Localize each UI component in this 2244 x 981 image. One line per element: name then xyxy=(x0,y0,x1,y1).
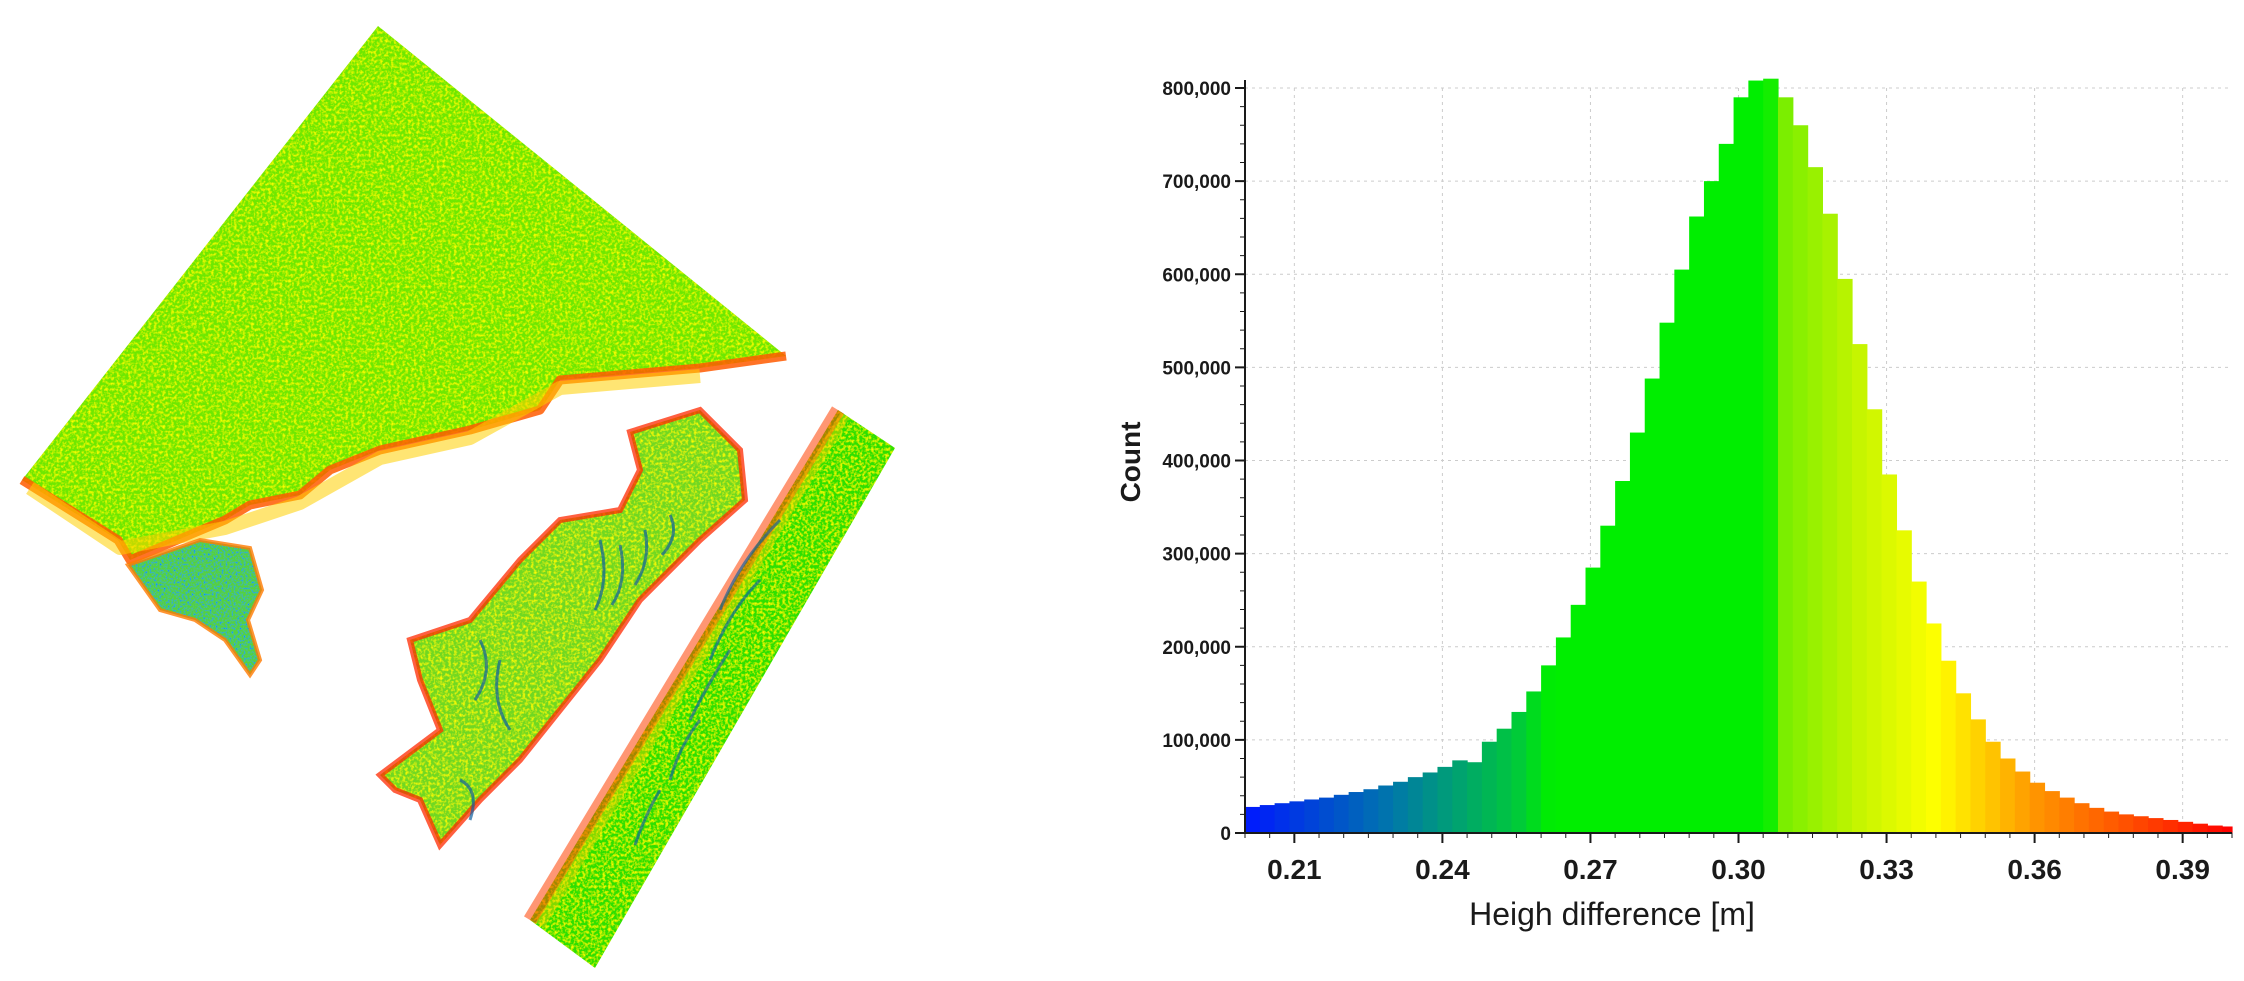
histogram-bar xyxy=(1585,567,1601,833)
histogram-bar xyxy=(1763,78,1779,833)
y-tick-label: 700,000 xyxy=(1162,172,1231,193)
histogram-bar xyxy=(1407,777,1424,833)
map-small-island xyxy=(128,540,262,675)
histogram-bar xyxy=(1644,378,1661,833)
map-upper-tile xyxy=(22,26,786,560)
histogram-bar xyxy=(2014,771,2031,833)
histogram-bar xyxy=(1319,797,1335,833)
histogram-bar xyxy=(2088,807,2105,833)
histogram-bar xyxy=(1615,480,1631,833)
map-middle-island-contours xyxy=(459,514,676,821)
histogram-bar xyxy=(1807,167,1823,833)
histogram-bar xyxy=(1718,143,1735,833)
histogram-bar xyxy=(1452,760,1468,833)
y-tick-label: 100,000 xyxy=(1162,731,1231,752)
histogram-bar xyxy=(1837,278,1853,833)
map-upper-tile-edge xyxy=(19,351,787,565)
histogram-bar xyxy=(1363,789,1379,833)
y-tick-label: 0 xyxy=(1220,824,1231,845)
histogram-bar xyxy=(2148,818,2164,833)
height-difference-map xyxy=(19,26,895,968)
x-tick-label: 0.30 xyxy=(1711,854,1766,885)
map-middle-island xyxy=(380,410,745,845)
histogram-bar xyxy=(2074,803,2090,833)
histogram-bar xyxy=(1866,409,1883,833)
y-tick-label: 400,000 xyxy=(1162,452,1231,473)
histogram-bar xyxy=(1274,803,1291,833)
histogram-bar xyxy=(2000,758,2016,833)
histogram-bar xyxy=(1511,711,1527,833)
y-tick-label: 300,000 xyxy=(1162,545,1231,566)
histogram-bar xyxy=(1792,125,1809,833)
histogram-bar xyxy=(1289,801,1305,833)
histogram-bar xyxy=(1259,805,1276,833)
histogram-bar xyxy=(1378,785,1394,833)
histogram-bar xyxy=(1733,97,1749,833)
histogram-bar xyxy=(1896,530,1912,833)
histogram-bar xyxy=(2059,797,2075,833)
histogram-bar xyxy=(1348,792,1365,833)
x-tick-label: 0.24 xyxy=(1415,854,1470,885)
x-axis-title: Heigh difference [m] xyxy=(1469,896,1755,932)
histogram-bar xyxy=(1940,660,1957,833)
axes xyxy=(1235,80,2233,843)
x-tick-label: 0.36 xyxy=(2007,854,2062,885)
histogram-bar xyxy=(1970,719,1986,833)
histogram-bar xyxy=(1674,269,1690,833)
histogram-bar xyxy=(1926,623,1942,833)
histogram-bar xyxy=(1555,637,1572,833)
map-right-strip xyxy=(530,410,895,968)
histogram-bar xyxy=(1393,781,1409,833)
x-tick-label: 0.33 xyxy=(1859,854,1914,885)
y-tick-label: 800,000 xyxy=(1162,79,1231,100)
x-tick-label: 0.21 xyxy=(1267,854,1322,885)
histogram-bar xyxy=(1570,604,1587,833)
histogram-bar xyxy=(1467,762,1483,833)
y-tick-label: 600,000 xyxy=(1162,265,1231,286)
histogram-bar xyxy=(1985,741,2001,833)
histogram-bar xyxy=(1822,213,1838,833)
histogram-bars xyxy=(1245,78,2233,834)
histogram-bar xyxy=(1703,181,1720,833)
y-tick-labels: 0 100,000 200,000 300,000 400,000 500,000 600,… xyxy=(1162,79,1231,845)
y-tick-label: 500,000 xyxy=(1162,358,1231,379)
histogram-bar xyxy=(1881,474,1898,833)
histogram-bar xyxy=(2222,826,2233,833)
histogram-bar xyxy=(1600,525,1616,833)
histogram-bar xyxy=(1422,772,1439,833)
histogram-bar xyxy=(1852,344,1868,833)
histogram-bar xyxy=(1526,691,1542,833)
histogram-bar xyxy=(1911,581,1927,833)
histogram-bar xyxy=(1777,97,1794,833)
histogram-bar xyxy=(1333,794,1350,833)
x-tick-labels: 0.21 0.24 0.27 0.30 0.33 0.36 0.39 xyxy=(1267,854,2210,885)
histogram-bar xyxy=(1748,80,1764,834)
histogram-bar xyxy=(1437,766,1453,833)
histogram-bar xyxy=(2044,791,2060,833)
y-axis-title: Count xyxy=(1115,422,1146,503)
histogram-bar xyxy=(1245,806,1261,833)
map-right-strip-contours xyxy=(633,518,782,846)
histogram-bar xyxy=(1689,216,1705,833)
histogram-bar xyxy=(1481,741,1498,833)
histogram-chart: 0.21 0.24 0.27 0.30 0.33 0.36 0.39 0 100,000 200… xyxy=(1115,78,2233,932)
x-tick-label: 0.39 xyxy=(2155,854,2210,885)
histogram-bar xyxy=(1304,799,1320,833)
x-tick-label: 0.27 xyxy=(1563,854,1618,885)
histogram-bar xyxy=(1955,693,1972,833)
histogram-bar xyxy=(1629,432,1646,833)
histogram-bar xyxy=(1541,665,1557,833)
histogram-bar xyxy=(2133,816,2149,833)
histogram-bar xyxy=(2103,811,2120,833)
y-tick-label: 200,000 xyxy=(1162,638,1231,659)
histogram-bar xyxy=(2177,821,2194,833)
histogram-bar xyxy=(2207,825,2223,833)
histogram-bar xyxy=(2162,819,2179,833)
histogram-bar xyxy=(2118,814,2134,833)
histogram-bar xyxy=(2029,782,2046,833)
histogram-bar xyxy=(2192,823,2208,833)
histogram-bar xyxy=(1496,728,1513,833)
histogram-bar xyxy=(1659,322,1675,833)
